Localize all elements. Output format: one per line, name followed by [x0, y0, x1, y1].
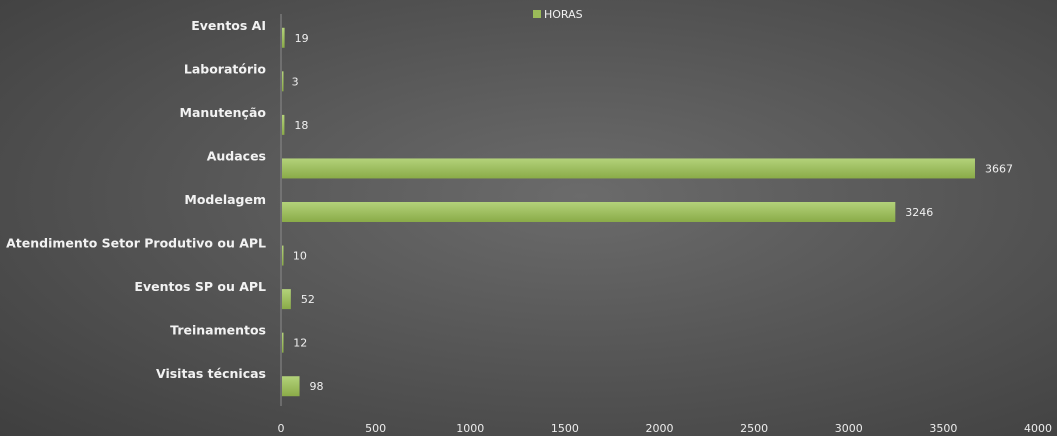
category-label-visitas-tecnicas: Visitas técnicas — [156, 366, 266, 381]
x-tick-label-2000: 2000 — [646, 422, 674, 435]
x-tick-label-1000: 1000 — [456, 422, 484, 435]
bar-manutencao — [282, 114, 285, 135]
data-label-treinamentos: 12 — [293, 337, 307, 350]
bar-treinamentos — [282, 332, 284, 353]
bar-visitas-tecnicas — [282, 376, 300, 397]
bar-eventos-ai — [282, 27, 285, 48]
x-tick-label-2500: 2500 — [740, 422, 768, 435]
category-label-eventos-sp-ou-apl: Eventos SP ou APL — [134, 279, 266, 294]
category-label-laboratorio: Laboratório — [184, 61, 267, 76]
data-label-laboratorio: 3 — [292, 75, 299, 88]
category-label-atendimento-setor-produtivo-ou-apl: Atendimento Setor Produtivo ou APL — [6, 236, 266, 251]
data-label-eventos-sp-ou-apl: 52 — [301, 293, 315, 306]
x-tick-label-0: 0 — [278, 422, 285, 435]
x-tick-label-1500: 1500 — [551, 422, 579, 435]
bar-laboratorio — [282, 71, 284, 92]
bar-modelagem — [282, 202, 896, 222]
bars-group — [282, 27, 975, 397]
legend-swatch — [533, 10, 541, 18]
category-label-manutencao: Manutenção — [180, 105, 267, 120]
data-label-visitas-tecnicas: 98 — [310, 380, 324, 393]
category-label-treinamentos: Treinamentos — [170, 323, 266, 338]
data-label-eventos-ai: 19 — [295, 32, 309, 45]
legend-label-horas: HORAS — [544, 8, 583, 21]
data-label-atendimento-setor-produtivo-ou-apl: 10 — [293, 250, 307, 263]
data-label-manutencao: 18 — [294, 119, 308, 132]
category-labels: Eventos AI Laboratório Manutenção Audaces Mo… — [6, 18, 266, 381]
x-tick-label-4000: 4000 — [1024, 422, 1052, 435]
x-tick-label-500: 500 — [365, 422, 386, 435]
x-tick-label-3500: 3500 — [929, 422, 957, 435]
category-label-audaces: Audaces — [207, 148, 266, 163]
data-labels: 19 3 18 3667 3246 10 52 12 98 — [292, 32, 1013, 393]
category-label-eventos-ai: Eventos AI — [191, 18, 266, 33]
bar-atendimento-setor-produtivo-ou-apl — [282, 245, 284, 266]
legend: HORAS — [533, 8, 583, 21]
bar-eventos-sp-ou-apl — [282, 289, 291, 310]
value-axis-ticks: 0 500 1000 1500 2000 2500 3000 3500 4000 — [278, 422, 1053, 435]
x-tick-label-3000: 3000 — [835, 422, 863, 435]
bar-audaces — [282, 158, 975, 179]
category-label-modelagem: Modelagem — [184, 192, 266, 207]
data-label-modelagem: 3246 — [905, 206, 933, 219]
data-label-audaces: 3667 — [985, 162, 1013, 175]
